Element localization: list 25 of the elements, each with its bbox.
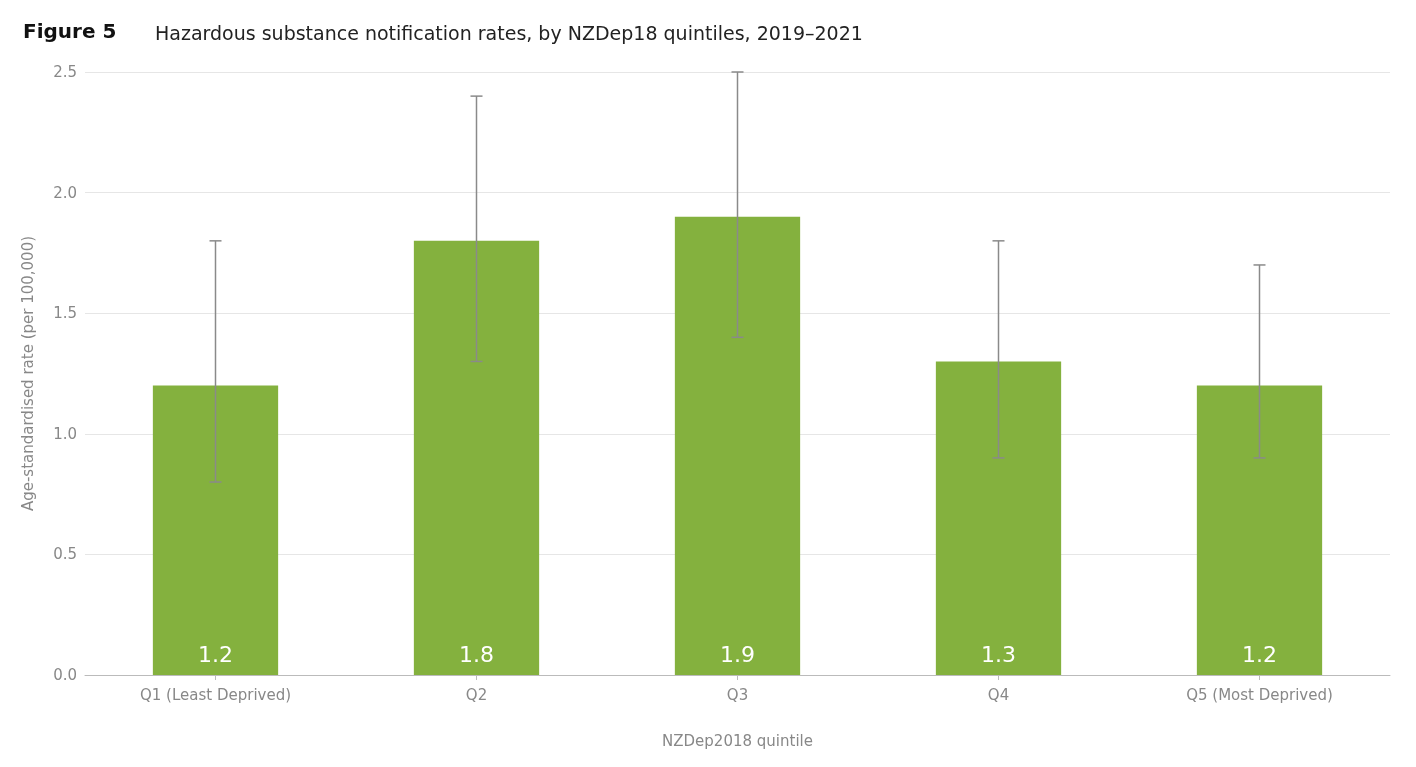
data-label: 1.9 [720,641,755,667]
data-label: 1.3 [981,641,1016,667]
x-axis-title: NZDep2018 quintile [662,731,813,750]
y-tick-label: 0.0 [53,666,77,684]
data-label: 1.2 [198,641,233,667]
bar [152,385,279,675]
x-tick-label: Q3 [726,685,749,704]
bar [935,361,1062,675]
y-tick-label: 1.0 [53,424,77,443]
x-tick-label: Q1 (Least Deprived) [139,685,292,704]
y-tick-label: 1.5 [53,304,77,323]
data-label: 1.8 [459,641,494,667]
x-tick-label: Q2 [465,685,488,704]
bar [1196,385,1323,675]
x-tick-label: Q5 (Most Deprived) [1186,685,1333,704]
x-tick-label: Q4 [987,685,1010,704]
chart-subtitle: Hazardous substance notification rates, by NZDep18 quintiles, 2019–2021 [155,21,863,44]
y-tick-label: 0.5 [53,545,77,564]
y-tick-label: 2.5 [53,63,77,81]
data-label: 1.2 [1242,641,1277,667]
chart-title: Figure 5 [23,19,117,43]
bar [674,216,801,675]
y-tick-label: 2.0 [53,183,77,202]
y-axis-title: Age-standardised rate (per 100,000) [18,235,37,512]
bar [413,240,540,675]
